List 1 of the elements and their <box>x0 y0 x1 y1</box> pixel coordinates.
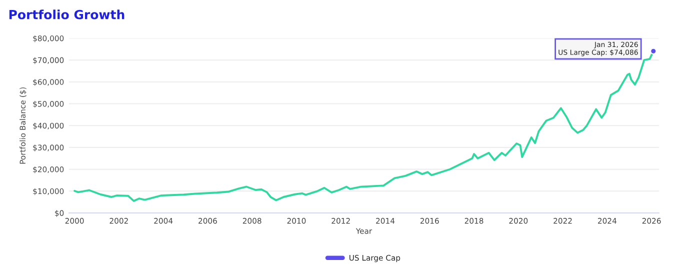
chart-title: Portfolio Growth <box>9 10 124 20</box>
